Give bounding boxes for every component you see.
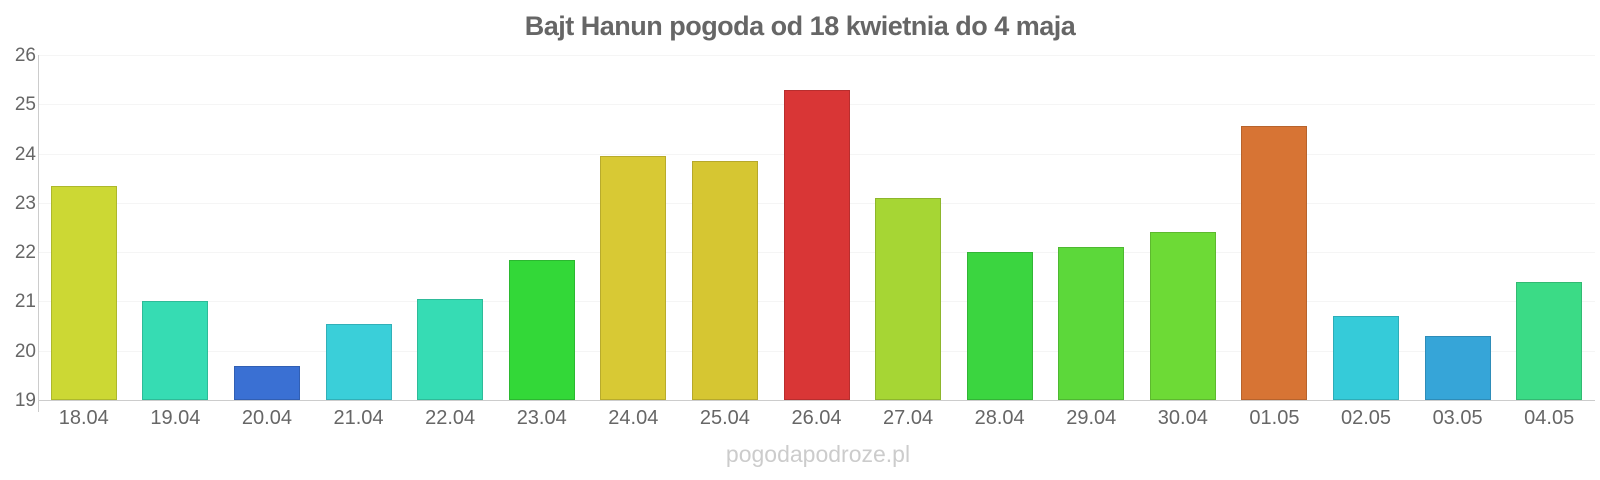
x-axis-label-27.04: 27.04 — [883, 407, 934, 429]
x-axis-label-23.04: 23.04 — [516, 407, 567, 429]
watermark-label: pogodapodroze.pl — [725, 441, 911, 467]
x-axis-label-03.05: 03.05 — [1432, 407, 1483, 429]
y-axis-label-19: 19 — [14, 390, 36, 411]
bar-29.04[interactable] — [1058, 247, 1125, 400]
y-gridline-26 — [38, 55, 1595, 56]
bar-27.04[interactable] — [875, 197, 942, 400]
bar-30.04[interactable] — [1149, 232, 1216, 400]
x-axis-label-30.04: 30.04 — [1157, 407, 1208, 429]
y-axis-label-25: 25 — [14, 94, 36, 116]
bar-24.04[interactable] — [600, 156, 667, 400]
x-axis-label-04.05: 04.05 — [1524, 407, 1575, 429]
x-axis-label-24.04: 24.04 — [608, 407, 659, 429]
bar-23.04[interactable] — [508, 259, 575, 400]
y-axis-label-21: 21 — [14, 291, 36, 313]
x-axis-label-22.04: 22.04 — [425, 407, 476, 429]
y-axis-line — [38, 55, 39, 412]
bar-01.05[interactable] — [1241, 126, 1308, 400]
x-axis-label-29.04: 29.04 — [1066, 407, 1117, 429]
y-axis-label-20: 20 — [14, 340, 36, 362]
y-axis-label-24: 24 — [14, 143, 36, 165]
bar-22.04[interactable] — [417, 298, 484, 400]
x-axis-label-02.05: 02.05 — [1340, 407, 1392, 429]
bar-19.04[interactable] — [142, 301, 209, 400]
y-axis-label-26: 26 — [14, 45, 36, 66]
x-axis-label-18.04: 18.04 — [58, 407, 109, 429]
y-axis-label-22: 22 — [14, 242, 36, 264]
bar-20.04[interactable] — [233, 365, 300, 400]
bar-03.05[interactable] — [1424, 335, 1491, 400]
x-axis-label-25.04: 25.04 — [699, 407, 750, 429]
x-axis-label-26.04: 26.04 — [791, 407, 842, 429]
x-axis-label-21.04: 21.04 — [333, 407, 384, 429]
y-axis-label-23: 23 — [14, 192, 36, 214]
bar-25.04[interactable] — [691, 160, 758, 400]
bar-04.05[interactable] — [1516, 281, 1583, 400]
x-axis-label-01.05: 01.05 — [1249, 407, 1300, 429]
bar-26.04[interactable] — [783, 89, 850, 400]
bar-02.05[interactable] — [1333, 316, 1400, 400]
bar-18.04[interactable] — [50, 185, 117, 400]
chart-title: Bajt Hanun pogoda od 18 kwietnia do 4 ma… — [524, 11, 1076, 41]
x-axis-label-19.04: 19.04 — [150, 407, 201, 429]
x-axis-label-28.04: 28.04 — [974, 407, 1025, 429]
x-axis-label-20.04: 20.04 — [241, 407, 292, 429]
x-axis-line — [38, 400, 1595, 401]
bar-28.04[interactable] — [966, 252, 1033, 400]
bar-21.04[interactable] — [325, 323, 392, 400]
